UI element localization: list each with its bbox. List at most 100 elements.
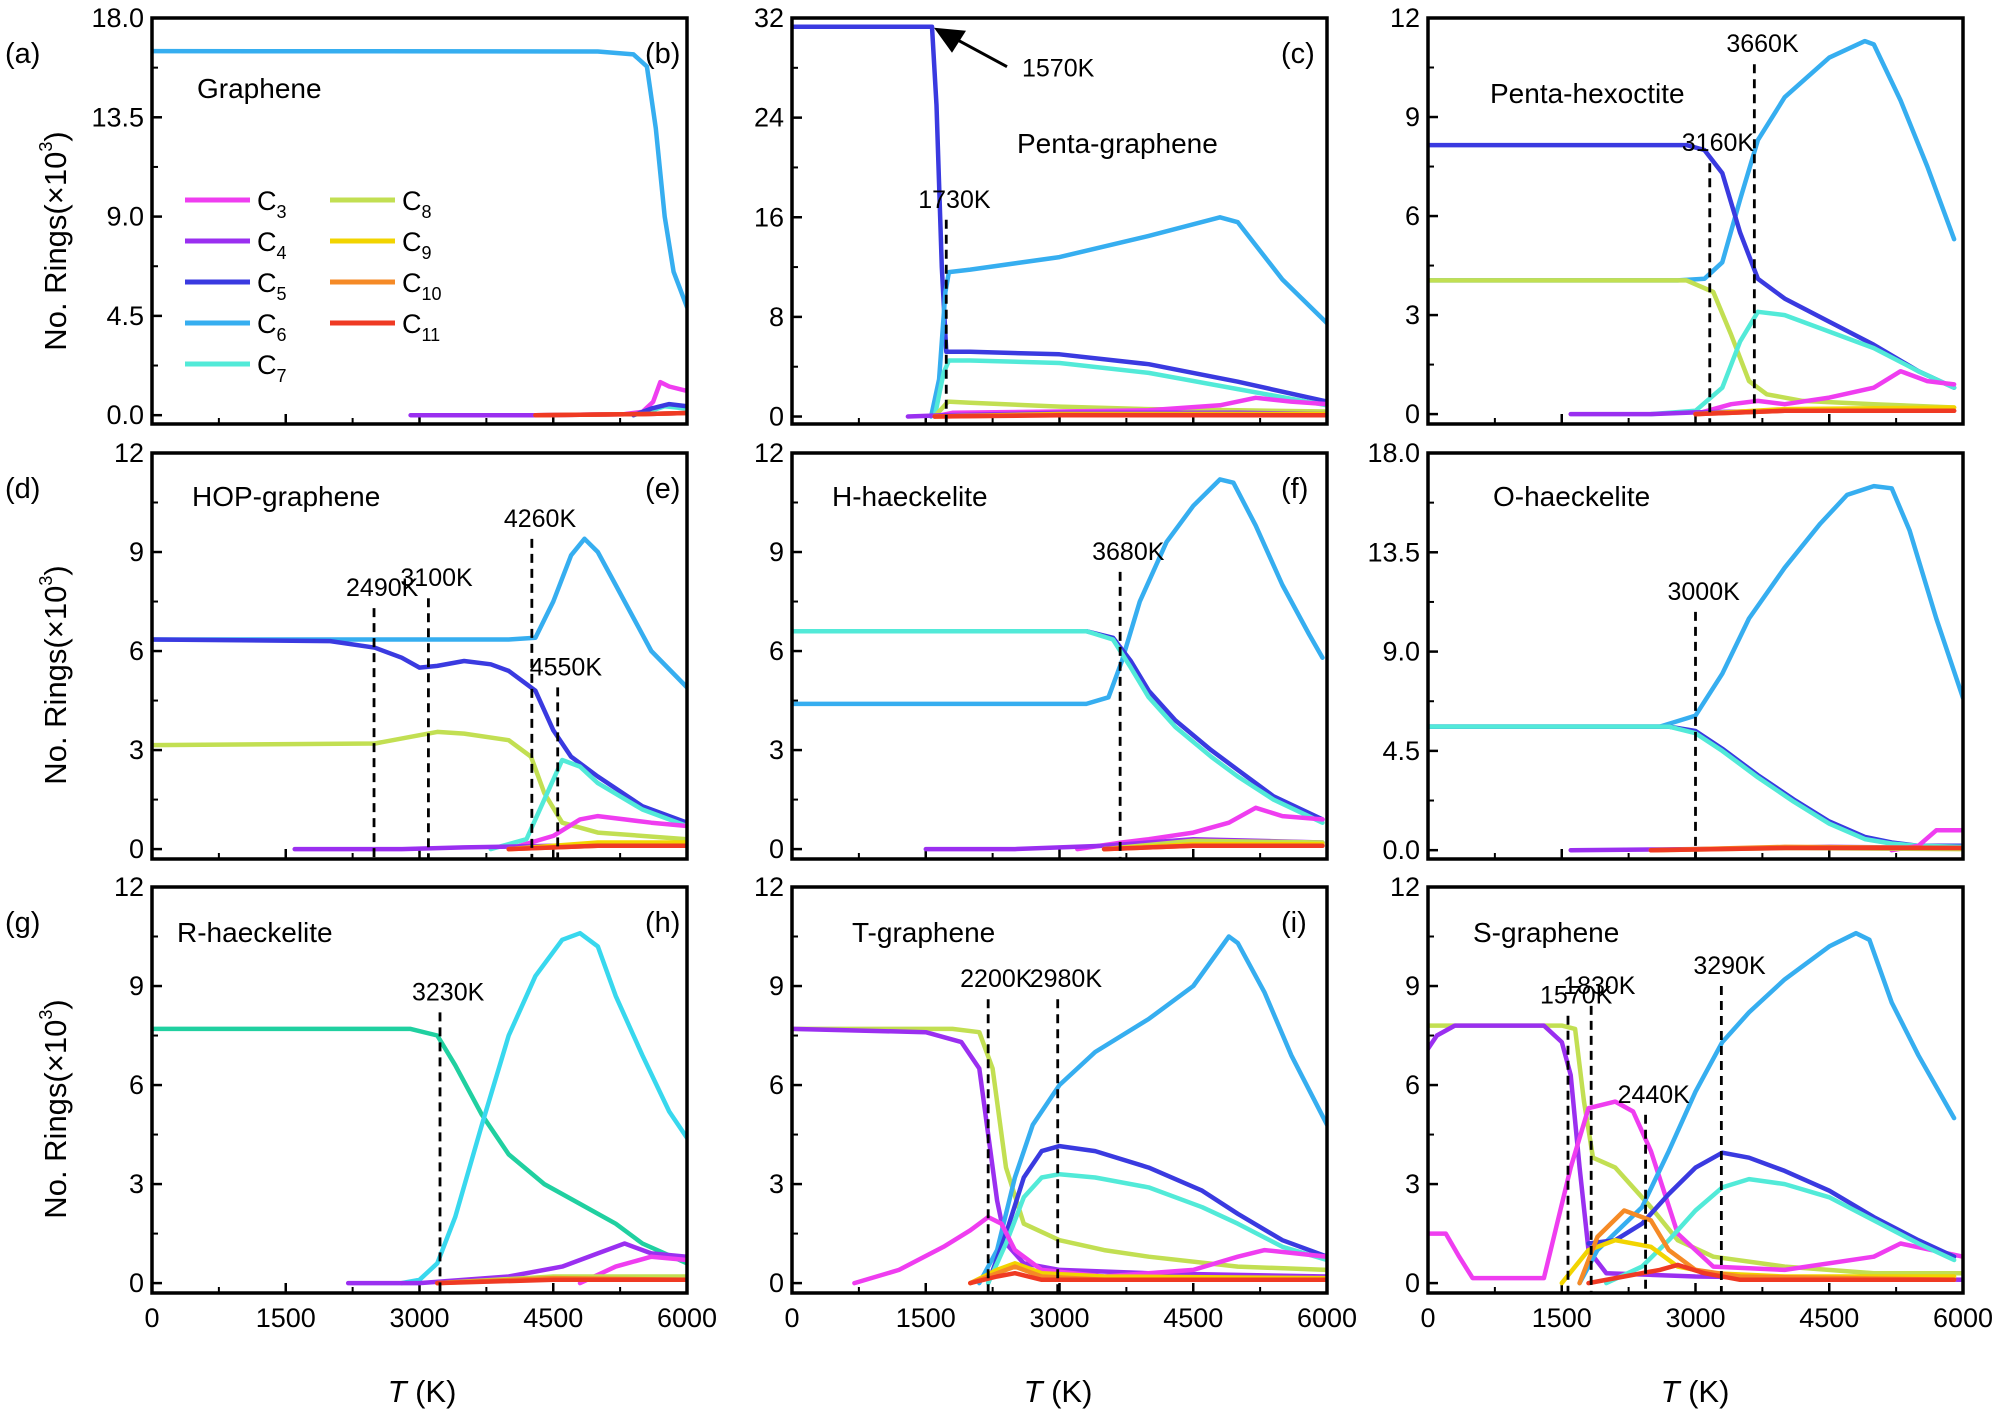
y-axis-title-row-2: No. Rings(×103) — [36, 565, 73, 784]
annotation-label: 1830K — [1563, 972, 1636, 1000]
legend-item-c5: C5 — [185, 268, 287, 304]
y-tick-label: 9 — [1405, 971, 1420, 1001]
legend-item-c3: C3 — [185, 186, 287, 222]
panel-label: (c) — [1281, 38, 1315, 70]
panels: 0.0 4.5 9.0 13.5 18.0 (a) Graphene 0 8 16 24 32 1570… — [5, 3, 1993, 1333]
x-tick-label: 0 — [1420, 1303, 1435, 1333]
panel-title: O-haeckelite — [1493, 481, 1650, 512]
x-axis-title-col-2: T (K) — [1024, 1374, 1093, 1409]
series-line-c7 — [1604, 1176, 1957, 1286]
y-tick-label: 12 — [114, 872, 144, 902]
series-line-c11 — [968, 1270, 1327, 1286]
legend-item-c6: C6 — [185, 309, 287, 345]
annotation-label: 3100K — [400, 564, 473, 592]
y-tick-label: 12 — [1390, 872, 1420, 902]
y-tick-label: 9 — [129, 971, 144, 1001]
series-line-c4 — [792, 1026, 1327, 1279]
y-tick-label: 4.5 — [1382, 736, 1420, 766]
plot-frame — [790, 885, 1329, 1295]
annotation-label: 3230K — [412, 978, 485, 1006]
y-tick-label: 0.0 — [1382, 835, 1420, 865]
series-line-c3 — [852, 1214, 1327, 1286]
svg-text:No. Rings(×103): No. Rings(×103) — [36, 999, 73, 1218]
legend-item-c4: C4 — [185, 227, 287, 263]
x-tick-label: 6000 — [1297, 1303, 1357, 1333]
series-line-c8 — [152, 729, 687, 842]
panel-label: (e) — [645, 473, 680, 505]
annotation-label: 2440K — [1618, 1081, 1691, 1109]
y-tick-label: 12 — [754, 872, 784, 902]
series-line-c7 — [1648, 309, 1957, 417]
y-tick-label: 0 — [769, 834, 784, 864]
panel-title: R-haeckelite — [177, 917, 333, 948]
series-line-c4 — [1428, 1023, 1963, 1283]
legend-item-c7: C7 — [185, 350, 287, 386]
x-axis-title-col-1: T (K) — [388, 1374, 457, 1409]
panel-5: 0.0 4.5 9.0 13.5 18.0 3000K (f) O-haeckelite — [1281, 438, 1965, 865]
y-tick-label: 6 — [129, 636, 144, 666]
legend-item-c11: C11 — [330, 309, 440, 345]
y-axis-title-row-1: No. Rings(×103) — [36, 131, 73, 350]
annotation-label: 2200K — [960, 965, 1033, 993]
y-tick-label: 12 — [754, 438, 784, 468]
x-tick-label: 3000 — [1665, 1303, 1725, 1333]
x-tick-label: 4500 — [1799, 1303, 1859, 1333]
y-tick-label: 16 — [754, 202, 784, 232]
panel-title: Penta-hexoctite — [1490, 78, 1685, 109]
y-tick-label: 3 — [769, 1169, 784, 1199]
series-group — [792, 934, 1327, 1286]
x-tick-label: 1500 — [896, 1303, 956, 1333]
plot-frame — [790, 451, 1329, 861]
series-line-c8 — [792, 1026, 1327, 1273]
legend-label: C11 — [402, 309, 440, 345]
y-tick-label: 0 — [769, 1268, 784, 1298]
series-line-c4 — [345, 1241, 687, 1286]
annotation-label: 2490K — [346, 574, 419, 602]
svg-text:No. Rings(×103): No. Rings(×103) — [36, 565, 73, 784]
x-tick-label: 3000 — [389, 1303, 449, 1333]
y-tick-label: 0 — [129, 1268, 144, 1298]
series-line-c5 — [152, 637, 687, 825]
panel-4: 0 3 6 9 12 3680K (e) H-haeckelite — [645, 438, 1329, 864]
panel-title: S-graphene — [1473, 917, 1619, 948]
series-group — [1428, 483, 1963, 853]
y-tick-label: 18.0 — [1367, 438, 1420, 468]
y-tick-label: 8 — [769, 302, 784, 332]
y-axis-title-row-3: No. Rings(×103) — [36, 999, 73, 1218]
series-group — [152, 536, 687, 852]
panel-label: (f) — [1281, 473, 1308, 505]
legend-label: C6 — [257, 309, 287, 345]
series-line-c6 — [1428, 483, 1963, 729]
annotation-label: 3660K — [1726, 30, 1799, 58]
legend-label: C3 — [257, 186, 287, 222]
plot-frame — [150, 16, 689, 426]
series-line-c6 — [152, 536, 687, 690]
y-tick-label: 3 — [769, 735, 784, 765]
y-tick-label: 6 — [769, 1070, 784, 1100]
x-tick-label: 0 — [784, 1303, 799, 1333]
series-group — [1428, 38, 1957, 417]
series-line-c11 — [1101, 843, 1325, 852]
plot-frame — [1426, 885, 1965, 1295]
series-line-c5 — [152, 1026, 687, 1266]
series-line-c6 — [928, 215, 1327, 419]
legend-label: C8 — [402, 186, 432, 222]
series-line-c6 — [977, 934, 1327, 1286]
plot-frame — [1426, 16, 1965, 426]
y-tick-label: 0 — [1405, 1268, 1420, 1298]
annotation-label: 1570K — [1540, 982, 1613, 1010]
panel-label: (h) — [645, 907, 680, 939]
panel-label: (g) — [5, 907, 40, 939]
series-line-c9 — [968, 1261, 1327, 1286]
legend-item-c9: C9 — [330, 227, 432, 263]
x-tick-label: 0 — [144, 1303, 159, 1333]
y-tick-label: 9 — [769, 971, 784, 1001]
annotation-label: 1730K — [918, 186, 991, 214]
series-line-c7 — [985, 1171, 1327, 1286]
series-line-c11 — [1693, 408, 1957, 417]
legend-label: C4 — [257, 227, 287, 263]
series-line-c8 — [932, 399, 1327, 419]
panel-label: (i) — [1281, 907, 1307, 939]
legend-label: C7 — [257, 350, 287, 386]
